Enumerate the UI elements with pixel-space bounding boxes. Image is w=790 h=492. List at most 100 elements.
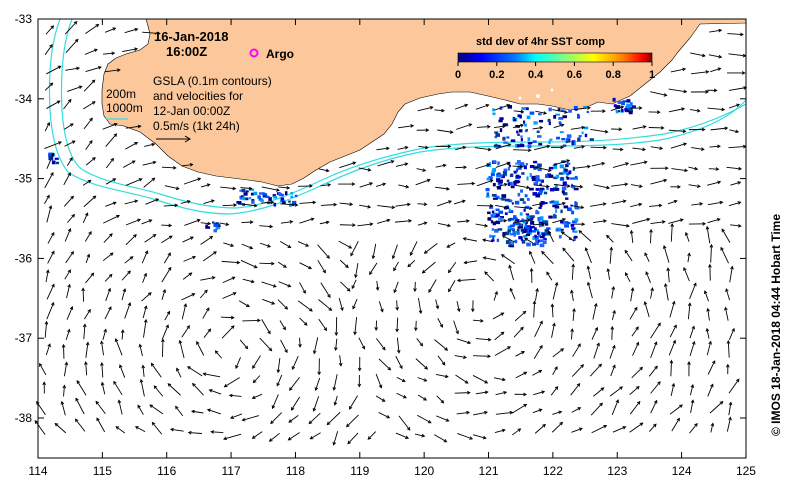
velocity-arrow bbox=[492, 312, 504, 320]
velocity-arrow bbox=[730, 181, 741, 186]
velocity-arrow-head bbox=[150, 362, 155, 367]
velocity-arrow bbox=[631, 367, 643, 379]
velocity-arrow-head bbox=[134, 141, 139, 146]
sst-pixel bbox=[491, 169, 496, 174]
velocity-arrow bbox=[376, 338, 386, 351]
velocity-arrow bbox=[691, 147, 704, 150]
velocity-arrow bbox=[358, 337, 365, 350]
sst-pixel bbox=[539, 189, 543, 193]
velocity-arrow bbox=[125, 142, 138, 150]
sst-pixel bbox=[576, 115, 581, 119]
x-tick-label: 115 bbox=[93, 464, 112, 478]
velocity-arrow bbox=[415, 358, 428, 370]
velocity-arrow bbox=[534, 145, 550, 151]
velocity-arrow bbox=[512, 124, 524, 129]
velocity-arrow bbox=[104, 274, 113, 282]
velocity-arrow bbox=[85, 140, 93, 150]
velocity-arrow-head bbox=[509, 410, 514, 415]
velocity-arrow bbox=[552, 348, 564, 358]
velocity-arrow bbox=[533, 345, 543, 360]
velocity-arrow bbox=[453, 320, 459, 334]
velocity-arrow-head bbox=[249, 220, 254, 224]
velocity-arrow-head bbox=[423, 221, 428, 226]
velocity-arrow bbox=[75, 418, 86, 432]
velocity-arrow-head bbox=[639, 422, 644, 426]
velocity-arrow-head bbox=[346, 287, 351, 292]
velocity-arrow bbox=[475, 164, 490, 170]
velocity-arrow bbox=[292, 355, 299, 370]
sst-pixel bbox=[546, 227, 551, 230]
velocity-arrow-head bbox=[282, 326, 286, 331]
velocity-arrow bbox=[85, 342, 89, 358]
sst-pixel bbox=[510, 227, 515, 231]
velocity-arrow-head bbox=[50, 171, 54, 176]
velocity-arrow-head bbox=[382, 182, 387, 187]
velocity-arrow bbox=[710, 127, 728, 131]
velocity-arrow bbox=[223, 242, 234, 247]
velocity-arrow bbox=[397, 146, 408, 150]
velocity-arrow bbox=[663, 245, 670, 263]
sst-pixel bbox=[533, 182, 538, 186]
velocity-arrow-head bbox=[638, 202, 643, 207]
sst-pixel bbox=[492, 160, 497, 164]
velocity-arrow-head bbox=[74, 418, 79, 423]
sst-pixel bbox=[265, 195, 270, 199]
velocity-arrow bbox=[82, 288, 85, 302]
velocity-arrow bbox=[670, 383, 675, 396]
velocity-arrow-head bbox=[333, 202, 338, 207]
velocity-arrow bbox=[259, 242, 271, 248]
sst-pixel bbox=[513, 240, 517, 243]
velocity-arrow-head bbox=[423, 250, 428, 254]
sst-pixel bbox=[515, 162, 520, 165]
velocity-arrow bbox=[252, 355, 261, 369]
velocity-arrow bbox=[317, 244, 330, 259]
velocity-arrow bbox=[47, 251, 55, 264]
sst-pixel bbox=[516, 144, 521, 148]
velocity-arrow bbox=[277, 358, 281, 373]
velocity-arrow bbox=[318, 299, 332, 311]
velocity-arrow-head bbox=[244, 345, 249, 350]
velocity-arrow bbox=[63, 362, 68, 377]
velocity-arrow-head bbox=[91, 101, 96, 105]
sst-pixel bbox=[526, 107, 529, 111]
velocity-arrow bbox=[512, 165, 523, 168]
velocity-arrow-head bbox=[44, 320, 49, 325]
velocity-arrow bbox=[706, 226, 711, 244]
velocity-arrow-head bbox=[81, 287, 85, 292]
velocity-arrow-head bbox=[578, 427, 583, 431]
velocity-arrow bbox=[299, 337, 301, 347]
velocity-arrow-head bbox=[456, 308, 461, 313]
sst-pixel bbox=[526, 216, 530, 219]
velocity-arrow bbox=[671, 168, 688, 172]
velocity-arrow-head bbox=[84, 361, 88, 365]
velocity-arrow-head bbox=[134, 426, 139, 430]
velocity-arrow-head bbox=[545, 184, 550, 189]
velocity-arrow-head bbox=[333, 401, 338, 406]
velocity-arrow bbox=[188, 432, 202, 434]
sst-pixel bbox=[558, 116, 564, 120]
velocity-arrow-head bbox=[643, 301, 648, 305]
velocity-arrow-head bbox=[67, 328, 71, 333]
velocity-arrow-head bbox=[710, 383, 714, 388]
velocity-arrow-head bbox=[236, 260, 241, 265]
sst-pixel bbox=[525, 233, 531, 237]
velocity-arrow bbox=[689, 341, 695, 357]
velocity-arrow-head bbox=[175, 405, 179, 410]
velocity-arrow bbox=[650, 221, 665, 224]
velocity-arrow-head bbox=[351, 285, 355, 290]
velocity-arrow bbox=[122, 48, 138, 53]
velocity-arrow bbox=[494, 331, 504, 341]
velocity-arrow bbox=[125, 234, 137, 246]
velocity-arrow-head bbox=[467, 340, 472, 345]
velocity-arrow bbox=[161, 324, 169, 340]
isobath-1000-label: 1000m bbox=[106, 101, 143, 115]
sst-pixel bbox=[502, 136, 506, 141]
velocity-arrow bbox=[534, 424, 546, 434]
velocity-arrow bbox=[571, 329, 573, 340]
sst-pixel bbox=[529, 165, 535, 169]
velocity-arrow-head bbox=[642, 147, 647, 152]
velocity-arrow bbox=[83, 117, 93, 130]
velocity-arrow-head bbox=[64, 361, 69, 366]
velocity-arrow-head bbox=[708, 340, 712, 345]
velocity-arrow bbox=[215, 350, 223, 359]
